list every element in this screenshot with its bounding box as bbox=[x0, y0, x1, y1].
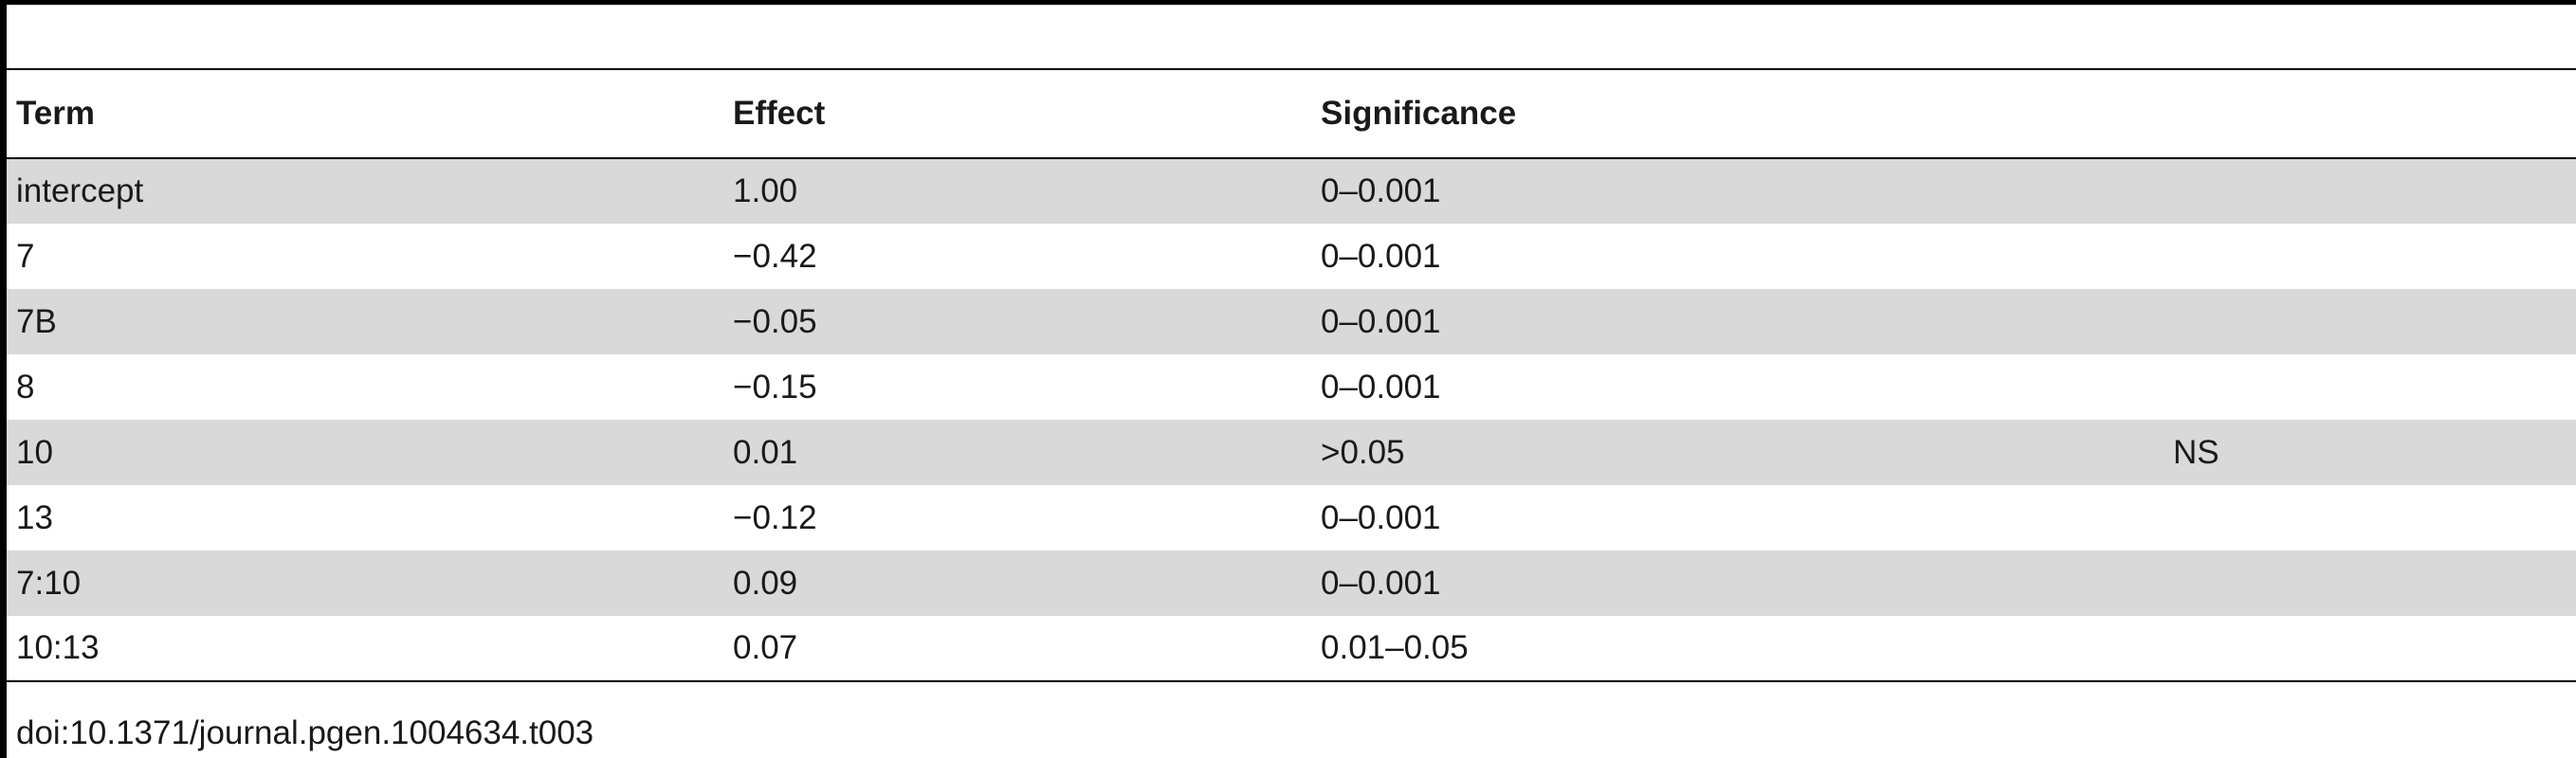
cell-effect: 0.07 bbox=[723, 616, 1311, 682]
cell-effect: −0.05 bbox=[733, 302, 817, 340]
left-border-rule bbox=[0, 0, 7, 758]
cell-term: intercept bbox=[16, 172, 144, 209]
cell-term: 7:10 bbox=[16, 564, 82, 602]
cell-term: 7B bbox=[16, 302, 57, 340]
cell-effect: 0.09 bbox=[733, 564, 798, 602]
results-table: Term Effect Significance intercept 1.00 … bbox=[7, 68, 2576, 682]
cell-significance: >0.05 bbox=[1321, 433, 1405, 471]
header-significance: Significance bbox=[1311, 68, 2164, 159]
cell-note bbox=[2164, 550, 2576, 616]
cell-significance: 0–0.001 bbox=[1321, 302, 1441, 340]
header-term: Term bbox=[7, 68, 723, 159]
cell-term: 7 bbox=[16, 237, 35, 275]
cell-effect: −0.42 bbox=[733, 237, 817, 275]
table-row: 10 0.01 >0.05 NS bbox=[7, 420, 2576, 485]
cell-note bbox=[2164, 224, 2576, 289]
cell-effect: 0.01 bbox=[733, 433, 798, 471]
table-row: 10:13 0.07 0.01–0.05 bbox=[7, 616, 2576, 682]
cell-significance: 0–0.001 bbox=[1321, 498, 1441, 536]
cell-note bbox=[2164, 616, 2576, 682]
header-note bbox=[2164, 68, 2576, 159]
cell-term: 10:13 bbox=[7, 616, 723, 682]
cell-significance: 0–0.001 bbox=[1321, 564, 1441, 602]
doi-caption: doi:10.1371/journal.pgen.1004634.t003 bbox=[16, 714, 594, 751]
cell-term: 8 bbox=[16, 368, 35, 406]
cell-effect: 1.00 bbox=[733, 172, 798, 209]
cell-significance: 0–0.001 bbox=[1321, 172, 1441, 209]
cell-note bbox=[2164, 485, 2576, 550]
table-row: 7 −0.42 0–0.001 bbox=[7, 224, 2576, 289]
top-border-rule bbox=[7, 0, 2576, 5]
cell-note bbox=[2164, 158, 2576, 224]
cell-term: 13 bbox=[16, 498, 53, 536]
header-effect: Effect bbox=[723, 68, 1311, 159]
cell-effect: −0.12 bbox=[733, 498, 817, 536]
cell-significance: 0–0.001 bbox=[1321, 237, 1441, 275]
cell-effect: −0.15 bbox=[733, 368, 817, 406]
table-row: 7B −0.05 0–0.001 bbox=[7, 289, 2576, 354]
cell-significance: 0.01–0.05 bbox=[1311, 616, 2164, 682]
cell-note bbox=[2164, 354, 2576, 420]
results-table-container: Term Effect Significance intercept 1.00 … bbox=[7, 68, 2576, 682]
table-row: 8 −0.15 0–0.001 bbox=[7, 354, 2576, 420]
cell-term: 10 bbox=[16, 433, 53, 471]
table-row: intercept 1.00 0–0.001 bbox=[7, 158, 2576, 224]
cell-note: NS bbox=[2173, 433, 2220, 471]
table-header-row: Term Effect Significance bbox=[7, 68, 2576, 159]
table-row: 7:10 0.09 0–0.001 bbox=[7, 550, 2576, 616]
table-row: 13 −0.12 0–0.001 bbox=[7, 485, 2576, 550]
cell-note bbox=[2164, 289, 2576, 354]
cell-significance: 0–0.001 bbox=[1321, 368, 1441, 406]
